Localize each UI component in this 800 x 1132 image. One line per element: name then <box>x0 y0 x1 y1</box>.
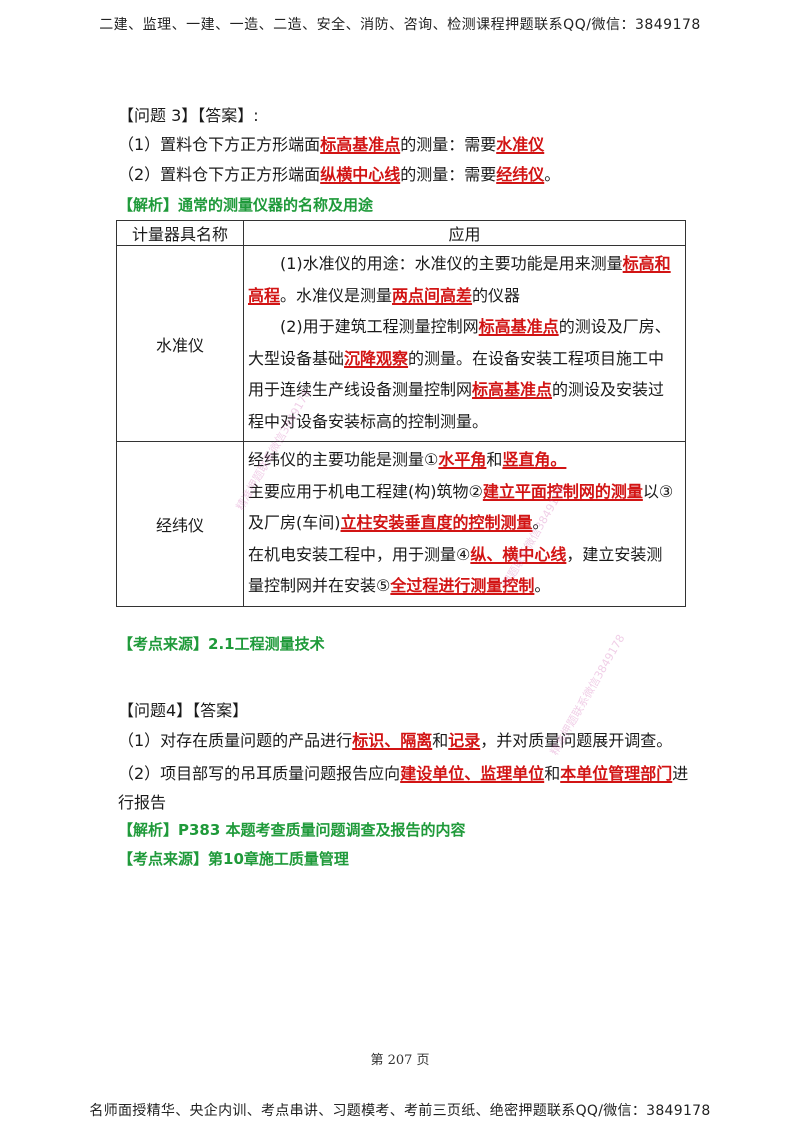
highlight: 标高和高程 <box>248 254 671 305</box>
text: 的仪器 <box>472 285 521 305</box>
text: 进行报告 <box>118 764 689 812</box>
text: 的测设及厂房、大型设备基础 <box>248 317 671 368</box>
table-row-level: 水准仪 (1)水准仪的用途：水准仪的主要功能是用来测量标高和高程。水准仪是测量两… <box>116 245 686 442</box>
q3-analysis: 【解析】通常的测量仪器的名称及用途 <box>118 196 374 214</box>
paragraph: 主要应用于机电工程建(构)筑物②建立平面控制网的测量以③及厂房(车间)立柱安装垂… <box>248 476 677 539</box>
highlight: 标高基准点 <box>478 317 559 336</box>
highlight: 本单位管理部门 <box>560 764 673 783</box>
text: （2）项目部写的吊耳质量问题报告应向 <box>118 764 401 783</box>
highlight: 沉降观察 <box>344 348 409 368</box>
text: （1）对存在质量问题的产品进行 <box>118 731 353 750</box>
highlight: 标识、隔离 <box>352 731 433 750</box>
text: 主要应用于机电工程建(构)筑物② <box>248 481 483 501</box>
instrument-name: 水准仪 <box>116 245 244 442</box>
page-number: 第 207 页 <box>370 1053 430 1068</box>
q4-heading: 【问题4】【答案】 <box>118 701 249 720</box>
text: 的测设及安装过程中对设备安装标高的控制测量。 <box>248 380 665 431</box>
column-header-name: 计量器具名称 <box>116 220 244 246</box>
text: 的测量：需要 <box>400 165 497 184</box>
q4-analysis: 【解析】P383 本题考查质量问题调查及报告的内容 <box>118 821 466 839</box>
highlight: 标高基准点 <box>320 135 401 154</box>
text: 。 <box>544 165 561 184</box>
source-reference-1: 【考点来源】2.1工程测量技术 <box>118 635 325 653</box>
page-header: 二建、监理、一建、一造、二造、安全、消防、咨询、检测课程押题联系QQ/微信：38… <box>99 17 701 33</box>
highlight: 水平角 <box>438 450 487 469</box>
text: 以③及厂房(车间) <box>248 481 674 533</box>
highlight: 纵、横中心线 <box>470 544 567 564</box>
paragraph: (2)用于建筑工程测量控制网标高基准点的测设及厂房、大型设备基础沉降观察的测量。… <box>248 311 677 437</box>
paragraph: 经纬仪的主要功能是测量①水平角和竖直角。 <box>248 444 677 476</box>
table-header-row: 计量器具名称 应用 <box>116 220 686 246</box>
q3-heading: 【问题 3】【答案】: <box>118 106 259 125</box>
highlight: 建设单位、监理单位 <box>400 764 545 783</box>
text: 的测量：需要 <box>400 135 497 154</box>
text: 。 <box>532 513 549 532</box>
text: 。水准仪是测量 <box>280 285 393 305</box>
text: 。 <box>534 576 551 595</box>
highlight: 全过程进行测量控制 <box>390 576 535 595</box>
instrument-table: 计量器具名称 应用 水准仪 (1)水准仪的用途：水准仪的主要功能是用来测量标高和… <box>116 220 686 607</box>
text: 和 <box>544 764 561 783</box>
text: 和 <box>432 731 449 750</box>
q3-answer-1: （1）置料仓下方正方形端面标高基准点的测量：需要水准仪 <box>118 133 544 157</box>
instrument-application: (1)水准仪的用途：水准仪的主要功能是用来测量标高和高程。水准仪是测量两点间高差… <box>243 245 686 442</box>
highlight: 纵横中心线 <box>320 165 401 184</box>
text: 和 <box>486 450 503 469</box>
highlight: 两点间高差 <box>392 285 473 305</box>
paragraph: 在机电安装工程中，用于测量④纵、横中心线，建立安装测量控制网并在安装⑤全过程进行… <box>248 539 677 602</box>
text: （1）置料仓下方正方形端面 <box>118 135 321 154</box>
column-header-application: 应用 <box>243 220 686 246</box>
instrument-application: 经纬仪的主要功能是测量①水平角和竖直角。 主要应用于机电工程建(构)筑物②建立平… <box>243 441 686 607</box>
text: 经纬仪的主要功能是测量① <box>248 450 439 469</box>
paragraph: (1)水准仪的用途：水准仪的主要功能是用来测量标高和高程。水准仪是测量两点间高差… <box>248 248 677 311</box>
page-footer: 名师面授精华、央企内训、考点串讲、习题模考、考前三页纸、绝密押题联系QQ/微信：… <box>89 1103 711 1119</box>
highlight: 建立平面控制网的测量 <box>482 481 643 501</box>
source-reference-2: 【考点来源】第10章施工质量管理 <box>118 850 349 868</box>
highlight: 标高基准点 <box>472 380 553 399</box>
text: （2）置料仓下方正方形端面 <box>118 165 321 184</box>
q4-answer-1: （1）对存在质量问题的产品进行标识、隔离和记录，并对质量问题展开调查。 <box>118 729 672 753</box>
highlight: 竖直角。 <box>502 450 567 469</box>
text: (1)水准仪的用途：水准仪的主要功能是用来测量 <box>280 254 623 273</box>
q3-answer-2: （2）置料仓下方正方形端面纵横中心线的测量：需要经纬仪。 <box>118 163 560 187</box>
highlight: 立柱安装垂直度的控制测量 <box>340 513 533 532</box>
highlight: 水准仪 <box>496 135 545 154</box>
text: 在机电安装工程中，用于测量④ <box>248 544 471 564</box>
text: (2)用于建筑工程测量控制网 <box>280 317 479 336</box>
instrument-name: 经纬仪 <box>116 441 244 607</box>
highlight: 经纬仪 <box>496 165 545 184</box>
highlight: 记录 <box>448 731 481 750</box>
text: 的测量。在设备安装工程项目施工中用于连续生产线设备测量控制网 <box>248 348 665 400</box>
q4-answer-2: （2）项目部写的吊耳质量问题报告应向建设单位、监理单位和本单位管理部门进行报告 <box>118 759 690 817</box>
table-row-theodolite: 经纬仪 经纬仪的主要功能是测量①水平角和竖直角。 主要应用于机电工程建(构)筑物… <box>116 441 686 607</box>
text: ，并对质量问题展开调查。 <box>480 731 673 750</box>
text: ，建立安装测量控制网并在安装⑤ <box>248 544 663 596</box>
